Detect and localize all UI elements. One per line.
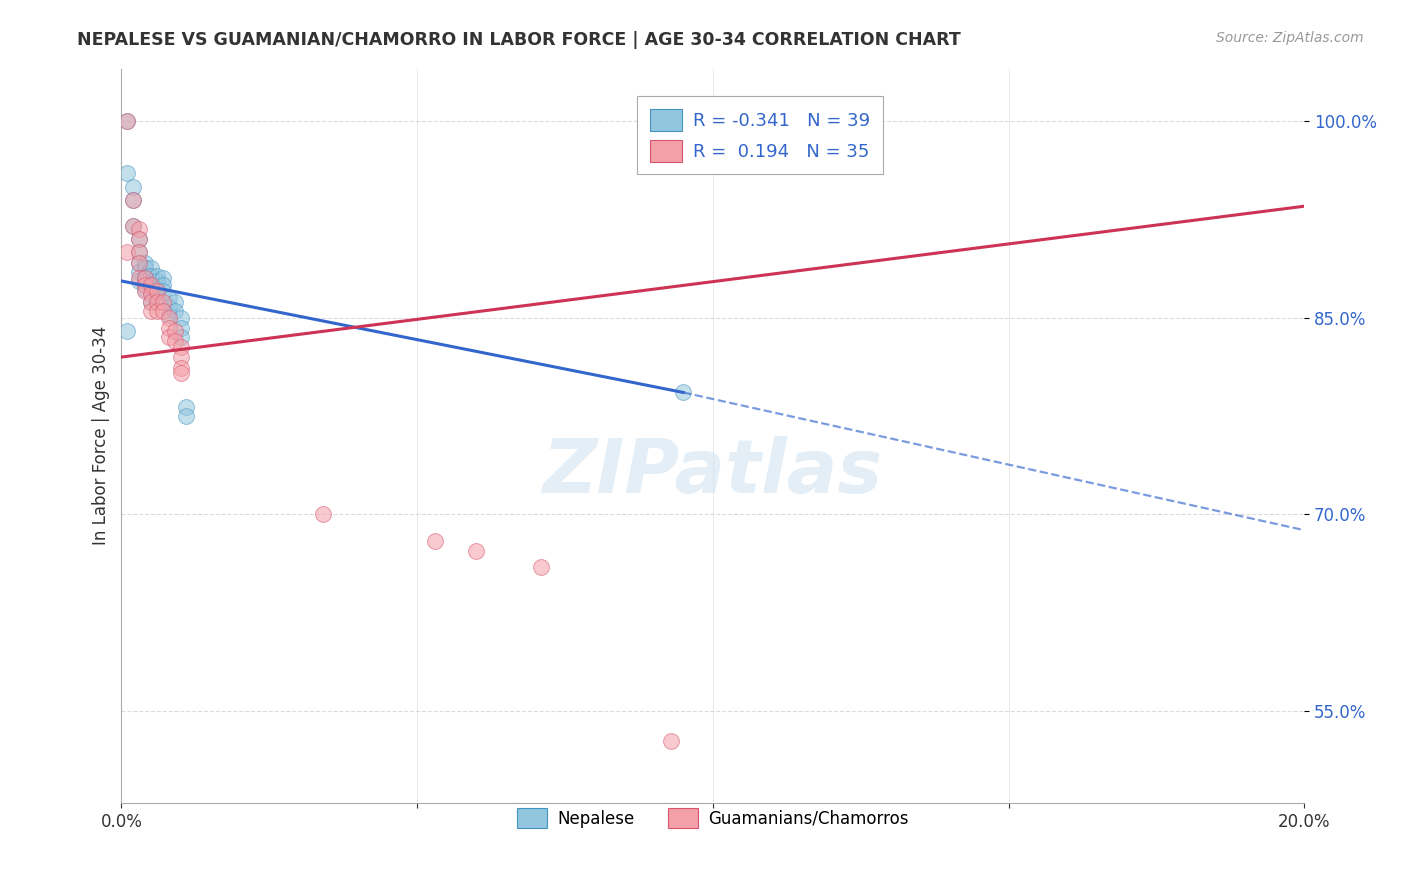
Point	[169, 310, 191, 325]
Point	[169, 350, 191, 364]
Point	[139, 295, 162, 310]
Point	[163, 295, 186, 310]
Point	[134, 260, 156, 275]
Point	[139, 285, 162, 299]
Point	[152, 277, 174, 292]
Point	[117, 114, 139, 128]
Point	[139, 304, 162, 318]
Point	[117, 245, 139, 260]
Point	[157, 308, 180, 322]
Point	[134, 268, 156, 283]
Point	[128, 245, 150, 260]
Point	[163, 334, 186, 349]
Point	[169, 321, 191, 335]
Point	[146, 291, 169, 305]
Point	[122, 193, 145, 207]
Point	[122, 219, 145, 233]
Point	[163, 324, 186, 338]
Point	[152, 295, 174, 310]
Point	[128, 255, 150, 269]
Y-axis label: In Labor Force | Age 30-34: In Labor Force | Age 30-34	[93, 326, 110, 545]
Point	[530, 560, 553, 574]
Text: ZIPatlas: ZIPatlas	[543, 436, 883, 509]
Point	[134, 274, 156, 288]
Point	[122, 193, 145, 207]
Point	[146, 268, 169, 283]
Point	[117, 166, 139, 180]
Point	[163, 304, 186, 318]
Point	[117, 324, 139, 338]
Point	[134, 277, 156, 292]
Point	[152, 271, 174, 285]
Point	[672, 385, 695, 400]
Point	[146, 285, 169, 299]
Point	[139, 268, 162, 283]
Point	[152, 304, 174, 318]
Text: NEPALESE VS GUAMANIAN/CHAMORRO IN LABOR FORCE | AGE 30-34 CORRELATION CHART: NEPALESE VS GUAMANIAN/CHAMORRO IN LABOR …	[77, 31, 962, 49]
Point	[134, 285, 156, 299]
Point	[128, 245, 150, 260]
Point	[146, 282, 169, 296]
Point	[311, 508, 333, 522]
Point	[176, 409, 198, 423]
Point	[169, 360, 191, 375]
Point	[157, 300, 180, 314]
Point	[157, 291, 180, 305]
Point	[139, 295, 162, 310]
Point	[134, 271, 156, 285]
Point	[139, 277, 162, 292]
Point	[128, 255, 150, 269]
Point	[169, 366, 191, 380]
Point	[128, 271, 150, 285]
Point	[152, 285, 174, 299]
Text: Source: ZipAtlas.com: Source: ZipAtlas.com	[1216, 31, 1364, 45]
Point	[157, 321, 180, 335]
Point	[128, 232, 150, 246]
Point	[146, 295, 169, 310]
Point	[128, 265, 150, 279]
Point	[122, 219, 145, 233]
Point	[169, 330, 191, 344]
Point	[117, 114, 139, 128]
Point	[157, 310, 180, 325]
Point	[134, 255, 156, 269]
Point	[139, 277, 162, 292]
Point	[661, 734, 683, 748]
Point	[423, 533, 446, 548]
Point	[122, 179, 145, 194]
Point	[465, 544, 488, 558]
Point	[146, 274, 169, 288]
Point	[139, 287, 162, 301]
Legend: Nepalese, Guamanians/Chamorros: Nepalese, Guamanians/Chamorros	[510, 801, 915, 835]
Point	[176, 400, 198, 414]
Point	[134, 282, 156, 296]
Point	[146, 304, 169, 318]
Point	[128, 232, 150, 246]
Point	[139, 260, 162, 275]
Point	[169, 340, 191, 354]
Point	[157, 330, 180, 344]
Point	[128, 221, 150, 235]
Point	[128, 274, 150, 288]
